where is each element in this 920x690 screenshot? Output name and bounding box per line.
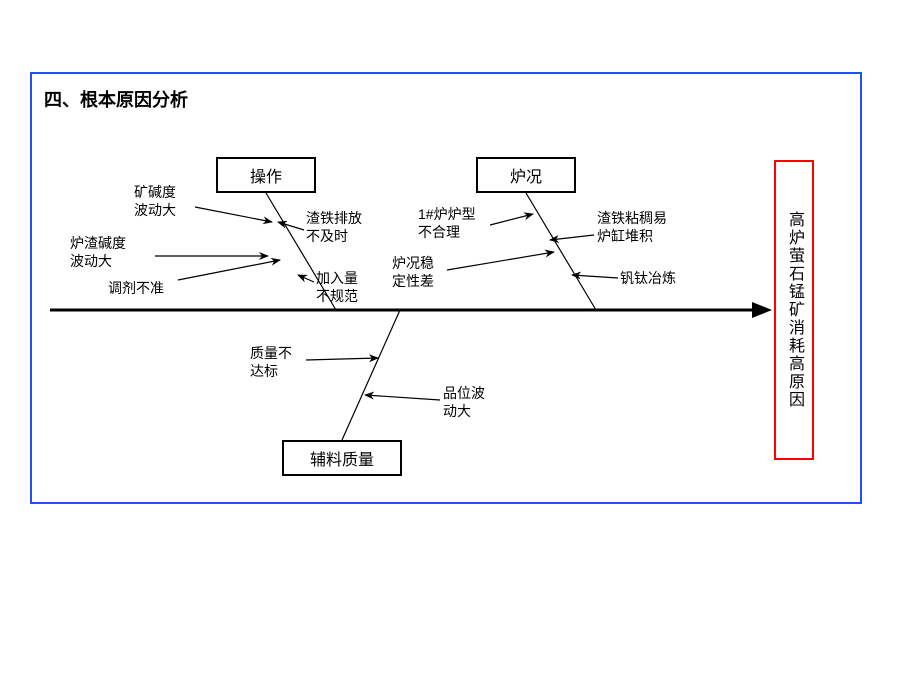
cause-ore-alkalinity: 矿碱度 波动大 xyxy=(134,184,176,219)
effect-box: 高炉萤石锰矿消耗高原因 xyxy=(774,160,814,460)
category-furnace-label: 炉况 xyxy=(510,163,542,187)
cause-furnace-stability: 炉况稳 定性差 xyxy=(392,255,434,290)
cause-slag-alkalinity: 炉渣碱度 波动大 xyxy=(70,235,126,270)
cause-adjustment: 调剂不准 xyxy=(108,280,164,298)
category-material: 辅料质量 xyxy=(282,440,402,476)
cause-vti-smelting: 钒钛冶炼 xyxy=(620,270,676,288)
category-material-label: 辅料质量 xyxy=(310,446,374,470)
cause-grade-fluctuation: 品位波 动大 xyxy=(443,385,485,420)
category-furnace: 炉况 xyxy=(476,157,576,193)
cause-furnace-type: 1#炉炉型 不合理 xyxy=(418,206,476,241)
category-operation: 操作 xyxy=(216,157,316,193)
effect-label: 高炉萤石锰矿消耗高原因 xyxy=(782,211,806,409)
section-title: 四、根本原因分析 xyxy=(44,86,188,112)
cause-slag-viscous: 渣铁粘稠易 炉缸堆积 xyxy=(597,210,667,245)
cause-quality: 质量不 达标 xyxy=(250,345,292,380)
cause-addition-amount: 加入量 不规范 xyxy=(316,270,358,305)
category-operation-label: 操作 xyxy=(250,163,282,187)
cause-slag-iron-discharge: 渣铁排放 不及时 xyxy=(306,210,362,245)
